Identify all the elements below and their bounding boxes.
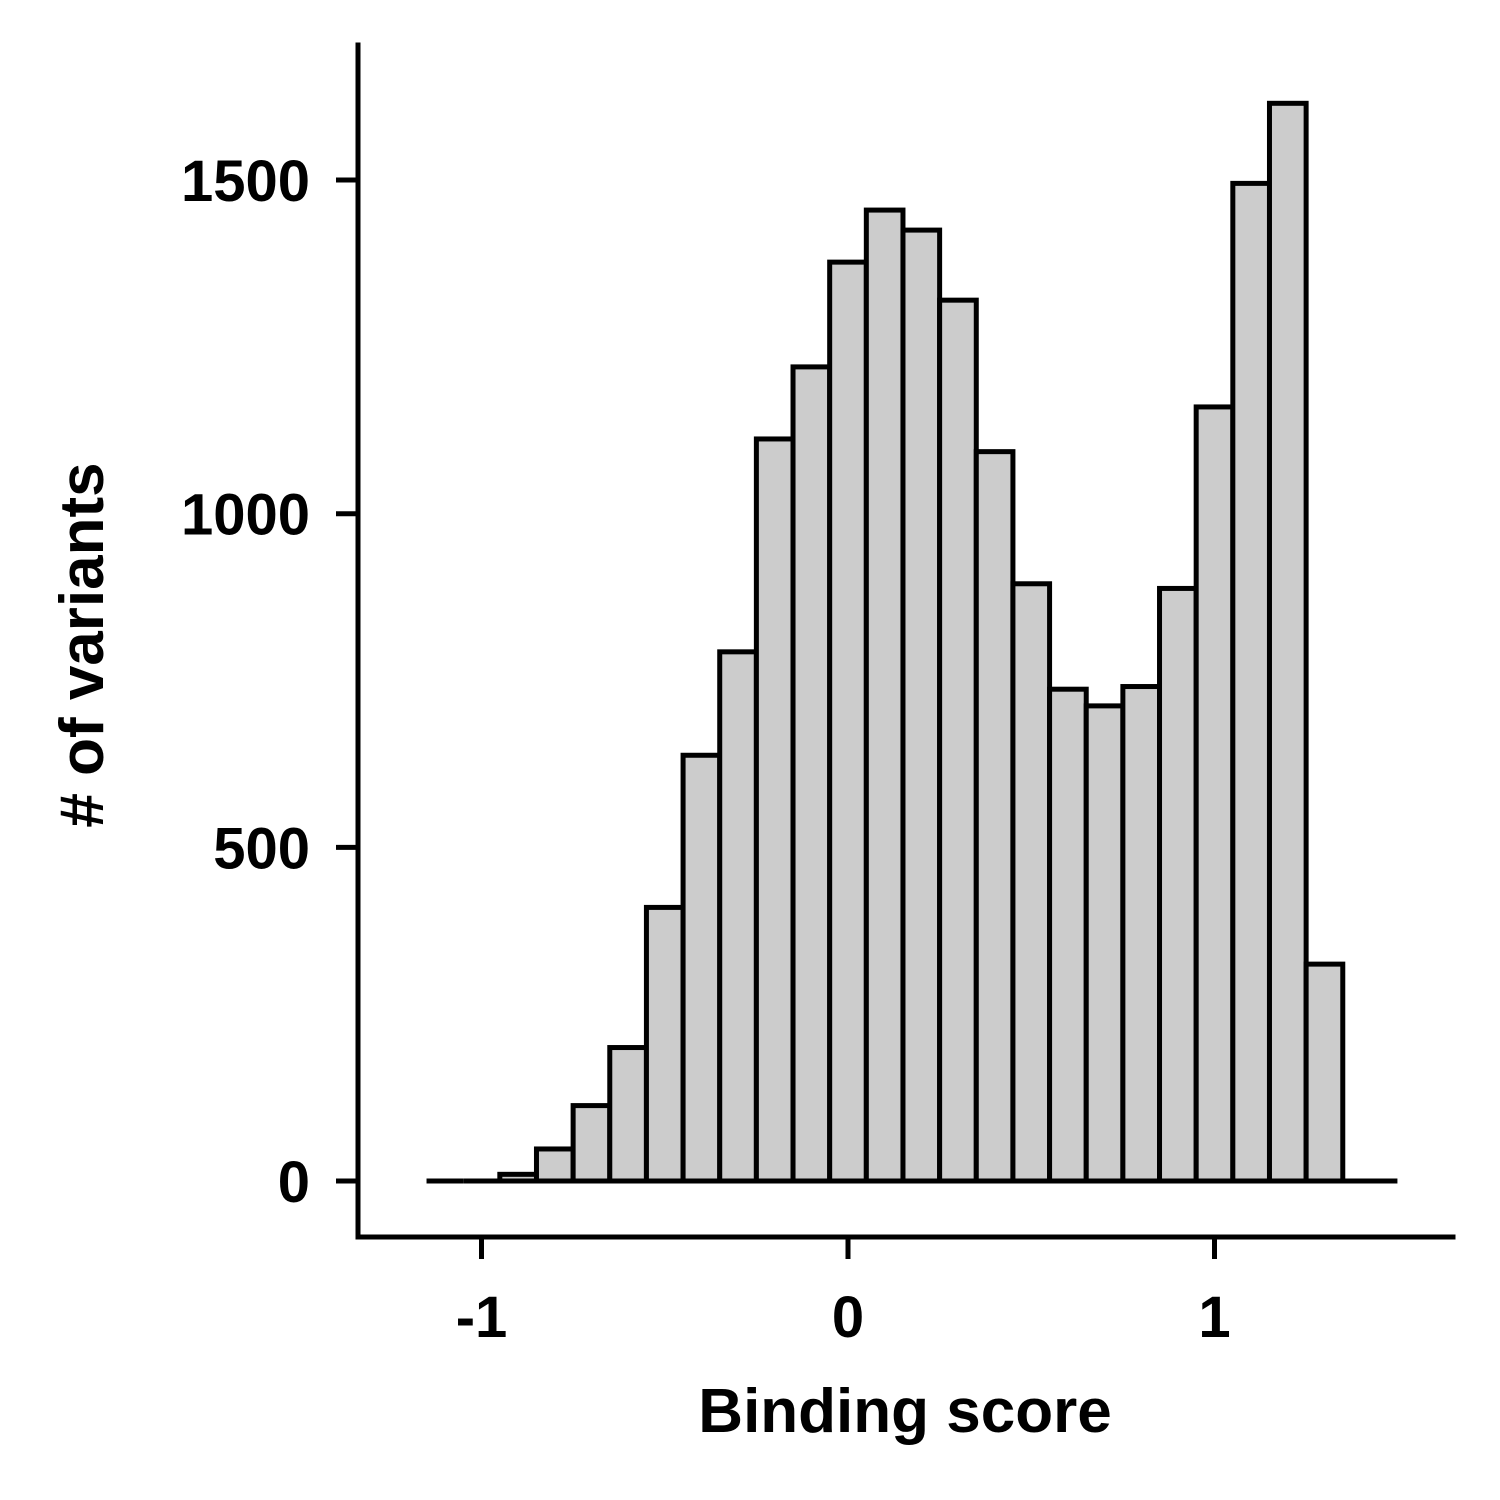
histogram-bar (1230, 180, 1272, 1184)
histogram-bar (937, 297, 979, 1184)
x-tick-label: 0 (832, 1285, 864, 1350)
histogram-bar (900, 227, 943, 1184)
histogram-bar (717, 649, 759, 1184)
x-axis-title: Binding score (698, 1377, 1111, 1446)
histogram-bar (753, 436, 796, 1184)
histogram-bar (1266, 100, 1309, 1184)
histogram-bar (863, 207, 906, 1184)
histogram-bar (1047, 686, 1089, 1184)
histogram-bar (497, 1171, 539, 1184)
y-axis-title: # of variants (48, 462, 117, 827)
histogram-bar (1193, 404, 1236, 1184)
x-tick-label: 1 (1198, 1285, 1230, 1350)
histogram-bar (973, 449, 1016, 1184)
y-tick-label: 0 (278, 1150, 310, 1215)
histogram-bar (827, 259, 869, 1184)
histogram-bar (1120, 684, 1163, 1184)
histogram-bar (643, 904, 686, 1184)
histogram-bar (533, 1146, 576, 1184)
y-tick-label: 1000 (181, 483, 310, 548)
histogram-bar (1083, 703, 1126, 1184)
histogram-bar (1303, 961, 1346, 1184)
y-tick-label: 1500 (181, 149, 310, 214)
axis-ticks: -1 0 1 0 500 1000 1500 (181, 149, 1231, 1350)
histogram-bars (426, 100, 1398, 1184)
histogram-bar (570, 1103, 613, 1184)
y-tick-label: 500 (213, 816, 310, 881)
histogram-bar (680, 752, 723, 1184)
histogram-bar (1157, 585, 1199, 1184)
axes (355, 42, 1456, 1240)
x-tick-label: -1 (456, 1285, 508, 1350)
histogram-bar (607, 1045, 649, 1184)
histogram-bar (1010, 581, 1053, 1184)
histogram-bar (790, 364, 833, 1184)
